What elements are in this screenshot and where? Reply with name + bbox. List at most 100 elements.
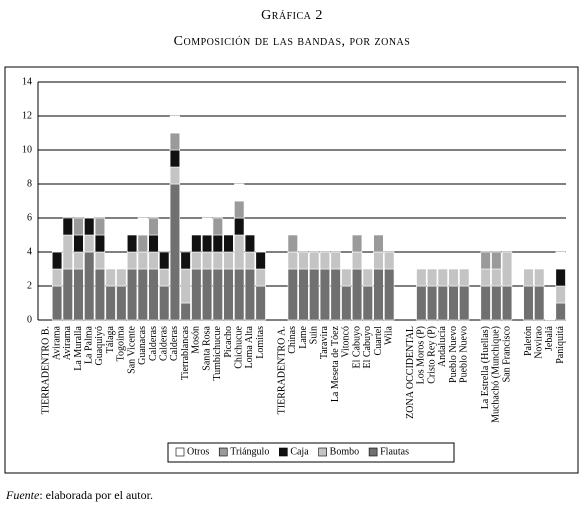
legend-label: Flautas xyxy=(380,446,409,457)
x-tick-label: Tumbichucue xyxy=(212,325,223,380)
x-tick-label: San Francisco xyxy=(501,326,512,382)
x-tick-label: Vitoncó xyxy=(341,326,352,358)
bar-segment xyxy=(523,285,534,321)
x-tick-label: Calderas xyxy=(159,326,170,361)
bar-segment xyxy=(255,268,266,287)
y-tick-label: 0 xyxy=(27,314,32,325)
x-tick-label: Loma Alta xyxy=(244,325,255,368)
x-tick-label: La Palma xyxy=(84,325,95,364)
bar-segment xyxy=(159,285,170,321)
x-tick-label: San Vicente xyxy=(126,325,137,373)
x-tick-label: Taravira xyxy=(319,325,330,359)
bar-segment xyxy=(555,268,566,287)
bar-segment xyxy=(137,251,148,270)
bar-segment xyxy=(201,268,213,321)
bar-segment xyxy=(491,268,502,287)
legend-label: Caja xyxy=(290,446,309,457)
bar-segment xyxy=(534,268,545,287)
bar-segment xyxy=(437,268,448,287)
x-tick-label: Chichucue xyxy=(234,325,245,368)
x-tick-label: La Meseta de Tóez xyxy=(330,325,341,402)
bar-segment xyxy=(362,285,373,321)
bar-segment xyxy=(169,132,181,151)
bar-segment xyxy=(448,268,459,287)
bar-segment xyxy=(459,268,470,287)
bar-segment xyxy=(159,251,170,270)
bar-segment xyxy=(116,268,127,287)
chart-title: Gráfica 2 xyxy=(261,8,323,23)
x-tick-label: ZONA OCCIDENTAL xyxy=(405,326,416,419)
bar-segment xyxy=(180,268,191,304)
bar-segment xyxy=(234,268,245,321)
bar-segment xyxy=(555,251,566,270)
bar-segment xyxy=(341,285,352,321)
bar-segment xyxy=(373,234,384,253)
x-tick-label: Tálaga xyxy=(105,325,116,353)
y-tick-label: 14 xyxy=(22,76,32,87)
bar-segment xyxy=(84,217,95,236)
x-tick-label: Avirama xyxy=(62,325,73,360)
legend-swatch xyxy=(218,447,228,457)
bar-segment xyxy=(51,268,63,287)
y-tick-label: 2 xyxy=(27,280,32,291)
bar-segment xyxy=(116,285,127,321)
bar-segment xyxy=(84,200,95,219)
bar-segment xyxy=(319,251,331,270)
bar-segment xyxy=(51,251,63,270)
legend-frame xyxy=(167,442,455,463)
bar-segment xyxy=(73,217,84,236)
bar-segment xyxy=(94,251,106,270)
y-tick-label: 4 xyxy=(27,246,32,257)
bar-segment xyxy=(169,166,181,185)
bar-segment xyxy=(148,268,159,321)
bar-segment xyxy=(426,268,438,287)
chart-subtitle: Composición de las bandas, por zonas xyxy=(174,34,411,49)
bar-segment xyxy=(244,251,256,270)
bar-segment xyxy=(373,251,384,270)
bar-segment xyxy=(212,217,223,236)
x-tick-label: TIERRADENTRO A. xyxy=(276,326,287,414)
bar-segment xyxy=(287,251,298,270)
bar-segment xyxy=(501,285,513,321)
bar-segment xyxy=(51,285,63,321)
bar-segment xyxy=(62,268,73,321)
bar-segment xyxy=(223,234,234,253)
bar-segment xyxy=(416,268,427,287)
bar-segment xyxy=(126,251,138,270)
bar-segment xyxy=(480,251,491,270)
x-tick-label: Paniquitá xyxy=(555,325,566,363)
bar-segment xyxy=(148,234,159,253)
bar-segment xyxy=(491,285,502,321)
bar-segment xyxy=(480,268,491,287)
legend-swatch xyxy=(368,447,378,457)
x-tick-label: La Estrella (Huellas) xyxy=(480,326,491,409)
bar-segment xyxy=(244,268,256,321)
x-tick-label: Avirama xyxy=(51,325,62,360)
bar-segment xyxy=(201,251,213,270)
chart-frame xyxy=(4,66,579,474)
bar-segment xyxy=(459,285,470,321)
bar-segment xyxy=(62,234,73,270)
bar-segment xyxy=(73,268,84,321)
bar-segment xyxy=(94,268,106,321)
bar-segment xyxy=(191,251,202,270)
y-tick-label: 8 xyxy=(27,178,32,189)
bar-segment xyxy=(234,183,245,202)
bar-segment xyxy=(255,234,266,253)
footer-text: : elaborada por el autor. xyxy=(39,488,153,502)
bar-segment xyxy=(309,251,320,270)
bar-segment xyxy=(437,285,448,321)
bar-segment xyxy=(223,251,234,270)
bar-segment xyxy=(137,268,148,321)
x-tick-label: Andalucía xyxy=(437,325,448,367)
bar-segment xyxy=(180,251,191,270)
bar-segment xyxy=(501,251,513,287)
x-tick-label: Muchachó (Munchique) xyxy=(491,326,502,423)
bar-segment xyxy=(544,302,556,321)
bar-segment xyxy=(448,285,459,321)
legend-swatch xyxy=(279,447,288,457)
bar-segment xyxy=(373,268,384,321)
legend-label: Triángulo xyxy=(230,446,269,457)
bar-segment xyxy=(426,285,438,321)
